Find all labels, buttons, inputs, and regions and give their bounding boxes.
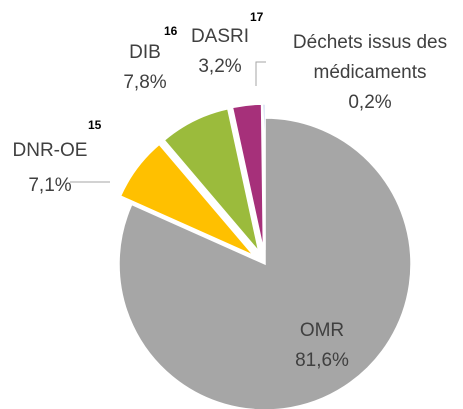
slice-value: 3,2% [198,56,242,77]
slice-value: 7,8% [123,72,167,93]
slice-value: 0,2% [348,92,392,113]
pie-slice [163,107,260,252]
slice-value: 81,6% [295,350,349,371]
pie-slice [262,103,266,251]
slice-label: DNR-OE [12,140,88,161]
slice-label: DASRI [190,26,250,47]
slice-value: 7,1% [28,175,72,196]
pie-slice [118,117,412,409]
pie-slice [119,143,255,257]
footnote-ref: 16 [164,24,178,38]
slice-label: Déchets issus des médicaments [292,32,448,83]
slice-label: DIB [129,42,161,63]
slice-label: OMR [299,320,345,341]
footnote-ref: 17 [250,10,264,24]
pie-slice [231,103,265,251]
footnote-ref: 15 [88,118,102,132]
leader-line [255,61,266,86]
